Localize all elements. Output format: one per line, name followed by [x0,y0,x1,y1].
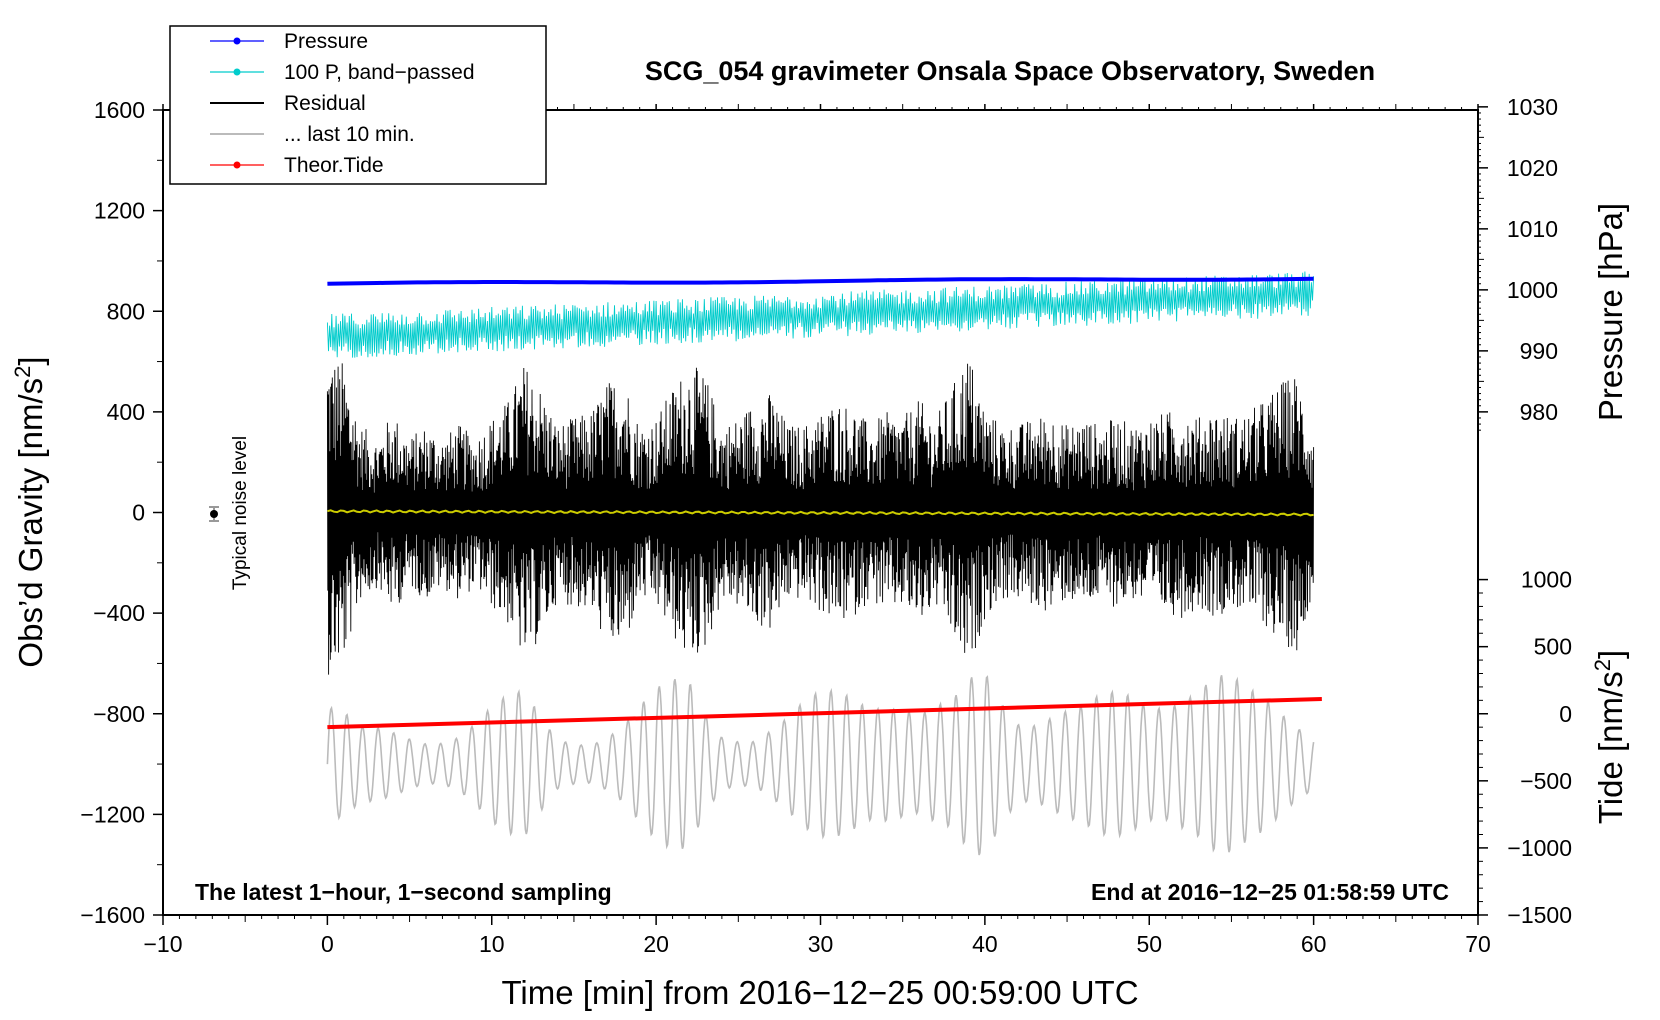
y-left-tick-label: 1200 [94,198,145,224]
y-axis-title-tide: Tide [nm/s2] [1590,650,1629,824]
series-band-passed-residual-line [327,509,1314,517]
y-tide-tick-label: −1500 [1507,902,1572,928]
x-tick-label: 0 [321,931,334,957]
legend-label: 100 P, band−passed [284,61,475,84]
legend-box [169,25,547,185]
y-axis-title-left-main: Obs’d Gravity [nm/s [12,378,49,668]
x-tick-label: 40 [972,931,998,957]
series-100p-band-passed-line [326,271,1315,358]
y-tide-tick-label: −500 [1520,768,1572,794]
y-pressure-tick-label: 980 [1520,399,1558,425]
y-axis-title-tide-sup: 2 [1590,659,1615,671]
x-tick-label: 10 [479,931,505,957]
series-theor-tide-line [327,696,1322,730]
x-tick-label: 50 [1136,931,1162,957]
legend-label: Pressure [284,30,368,53]
y-axis-title-tide-main: Tide [nm/s [1592,671,1629,824]
legend-label: Residual [284,92,366,115]
x-axis-title: Time [min] from 2016−12−25 00:59:00 UTC [501,974,1138,1011]
noise-level-label: Typical noise level [230,436,251,590]
annotation-sampling: The latest 1−hour, 1−second sampling [195,879,612,905]
y-left-tick-label: −400 [93,600,145,626]
y-tide-tick-label: −1000 [1507,835,1572,861]
legend-marker [233,161,241,169]
x-tick-label: 30 [808,931,834,957]
y-pressure-tick-label: 1000 [1507,277,1558,303]
legend-marker [233,37,241,45]
y-left-tick-label: −800 [93,701,145,727]
y-left-tick-label: −1600 [80,902,145,928]
x-tick-label: 70 [1465,931,1491,957]
y-pressure-tick-label: 1010 [1507,216,1558,242]
y-tide-tick-label: 500 [1534,634,1572,660]
y-axis-title-left-sup: 2 [10,366,35,378]
legend-marker [233,68,241,76]
y-axis-title-pressure: Pressure [hPa] [1592,203,1629,421]
y-axis-title-left: Obs’d Gravity [nm/s2] [10,356,49,667]
y-tide-tick-label: 0 [1559,701,1572,727]
legend-label: Theor.Tide [284,154,384,177]
x-tick-label: −10 [143,931,182,957]
series-pressure-line [327,276,1314,286]
y-tide-tick-label: 1000 [1521,567,1572,593]
noise-level-marker: Typical noise level [209,436,251,590]
chart-title: SCG_054 gravimeter Onsala Space Observat… [645,56,1375,86]
series-last-10-min-line [326,675,1315,856]
x-tick-label: 20 [643,931,669,957]
y-pressure-tick-label: 990 [1520,338,1558,364]
x-tick-label: 60 [1301,931,1327,957]
axis-layer: −10 0 10 20 30 40 50 60 70−1600−1200−800−4000400… [80,94,1572,957]
y-left-tick-label: −1200 [80,801,145,827]
y-pressure-tick-label: 1020 [1507,155,1558,181]
legend-label: ... last 10 min. [284,123,415,146]
series-layer [326,271,1322,856]
noise-level-dot [210,510,218,518]
y-left-tick-label: 400 [107,399,145,425]
y-axis-title-tide-end: ] [1592,650,1629,659]
y-left-tick-label: 0 [132,500,145,526]
y-left-tick-label: 1600 [94,97,145,123]
y-left-tick-label: 800 [107,298,145,324]
legend: Pressure 100 P, band−passed Residual ... la… [169,25,547,185]
series-residual-line [326,363,1315,675]
annotation-end-time: End at 2016−12−25 01:58:59 UTC [1091,879,1449,905]
y-pressure-tick-label: 1030 [1507,94,1558,120]
y-axis-title-left-end: ] [12,356,49,365]
